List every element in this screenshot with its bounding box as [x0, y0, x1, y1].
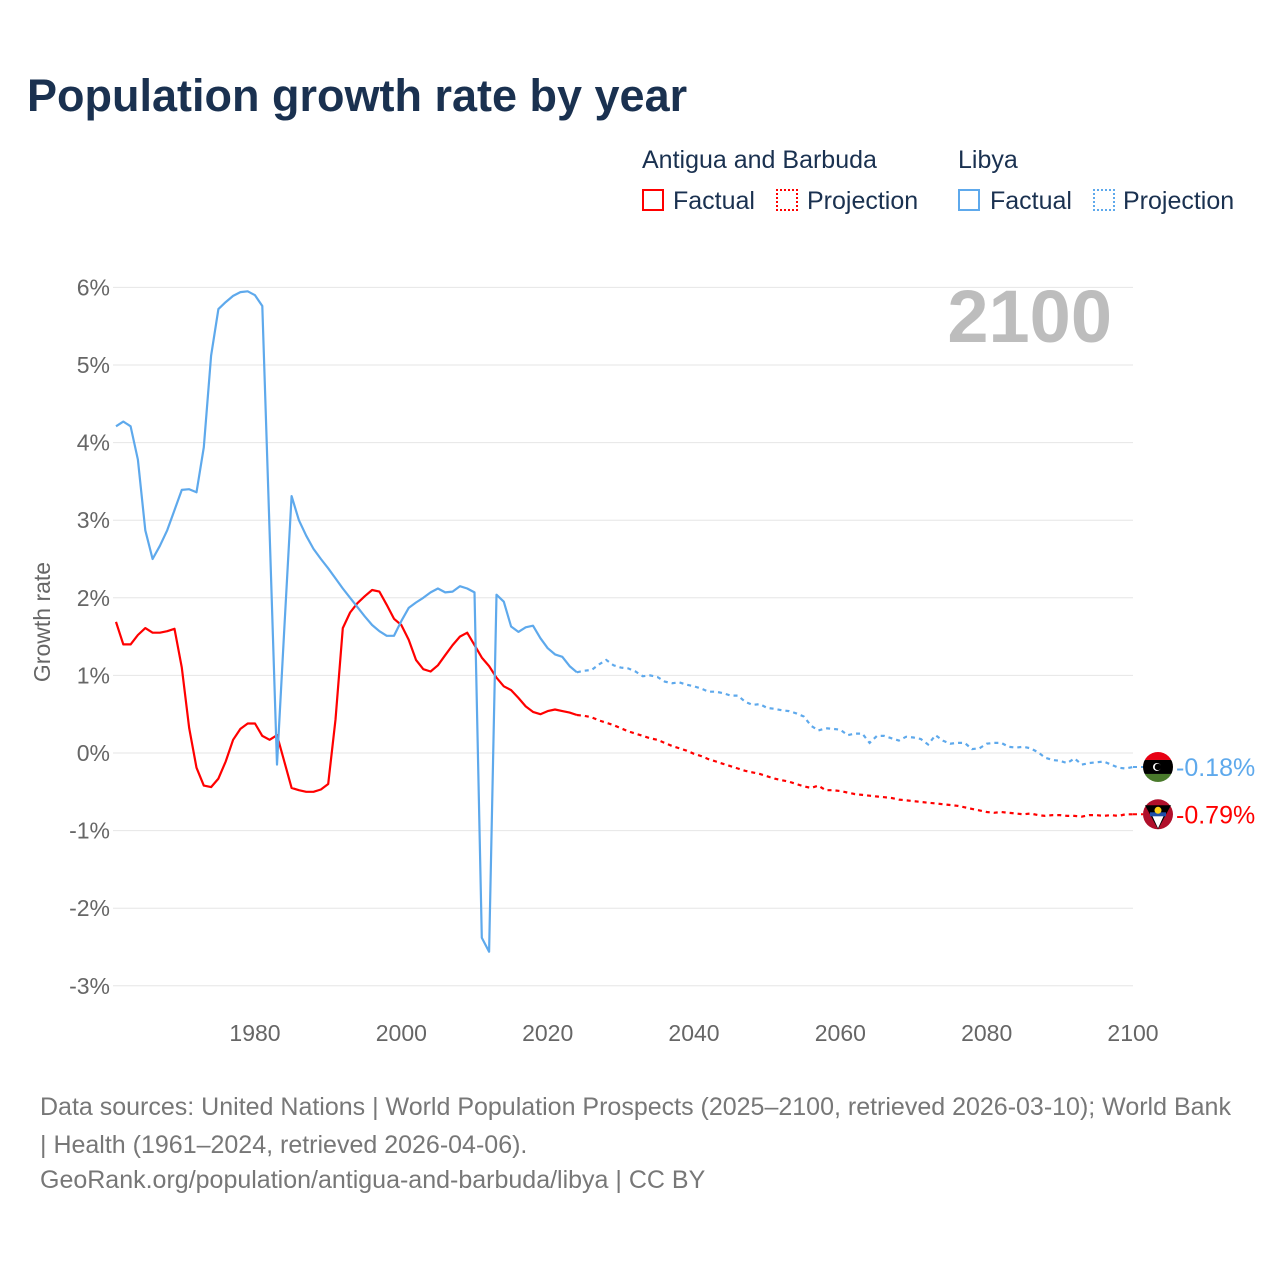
source-url[interactable]: GeoRank.org/population/antigua-and-barbu… — [40, 1166, 706, 1194]
legend-swatch-antigua-factual[interactable] — [642, 189, 664, 211]
libya-factual-line[interactable] — [115, 290, 578, 953]
antigua-factual-line[interactable] — [114, 588, 578, 793]
x-tick-label: 2060 — [815, 1020, 866, 1046]
y-tick-label: 5% — [77, 352, 110, 378]
legend-group-libya: Libya — [958, 146, 1018, 174]
x-tick-label: 1980 — [229, 1020, 280, 1046]
libya-flag-icon — [1143, 751, 1173, 782]
y-tick-label: 4% — [77, 430, 110, 456]
x-tick-label: 2040 — [668, 1020, 719, 1046]
year-label: 2100 — [947, 275, 1112, 358]
libya-projection-line[interactable] — [576, 658, 1134, 770]
legend-label-libya-projection[interactable]: Projection — [1123, 187, 1235, 215]
antigua-end-label: -0.79% — [1176, 801, 1255, 829]
y-tick-label: -3% — [69, 973, 110, 999]
y-tick-label: 6% — [77, 274, 110, 300]
x-tick-label: 2100 — [1107, 1020, 1158, 1046]
legend-label-antigua-factual[interactable]: Factual — [673, 187, 755, 215]
y-axis-label: Growth rate — [29, 562, 55, 682]
legend-label-libya-factual[interactable]: Factual — [990, 187, 1072, 215]
y-tick-label: 1% — [77, 662, 110, 688]
y-tick-label: 2% — [77, 585, 110, 611]
x-tick-label: 2020 — [522, 1020, 573, 1046]
y-tick-label: 3% — [77, 507, 110, 533]
antigua-projection-line[interactable] — [576, 713, 1133, 818]
y-tick-label: -2% — [69, 895, 110, 921]
antigua-flag-icon — [1143, 799, 1173, 830]
legend-swatch-libya-factual[interactable] — [958, 189, 980, 211]
y-tick-label: -1% — [69, 818, 110, 844]
libya-end-label: -0.18% — [1176, 754, 1255, 782]
x-tick-label: 2000 — [376, 1020, 427, 1046]
legend-swatch-libya-projection[interactable] — [1093, 189, 1115, 211]
chart-title: Population growth rate by year — [27, 70, 688, 121]
legend-swatch-antigua-projection[interactable] — [776, 189, 798, 211]
x-tick-label: 2080 — [961, 1020, 1012, 1046]
data-sources: Data sources: United Nations | World Pop… — [40, 1093, 1231, 1159]
y-tick-label: 0% — [77, 740, 110, 766]
legend-label-antigua-projection[interactable]: Projection — [807, 187, 919, 215]
legend-group-antigua: Antigua and Barbuda — [642, 146, 877, 174]
